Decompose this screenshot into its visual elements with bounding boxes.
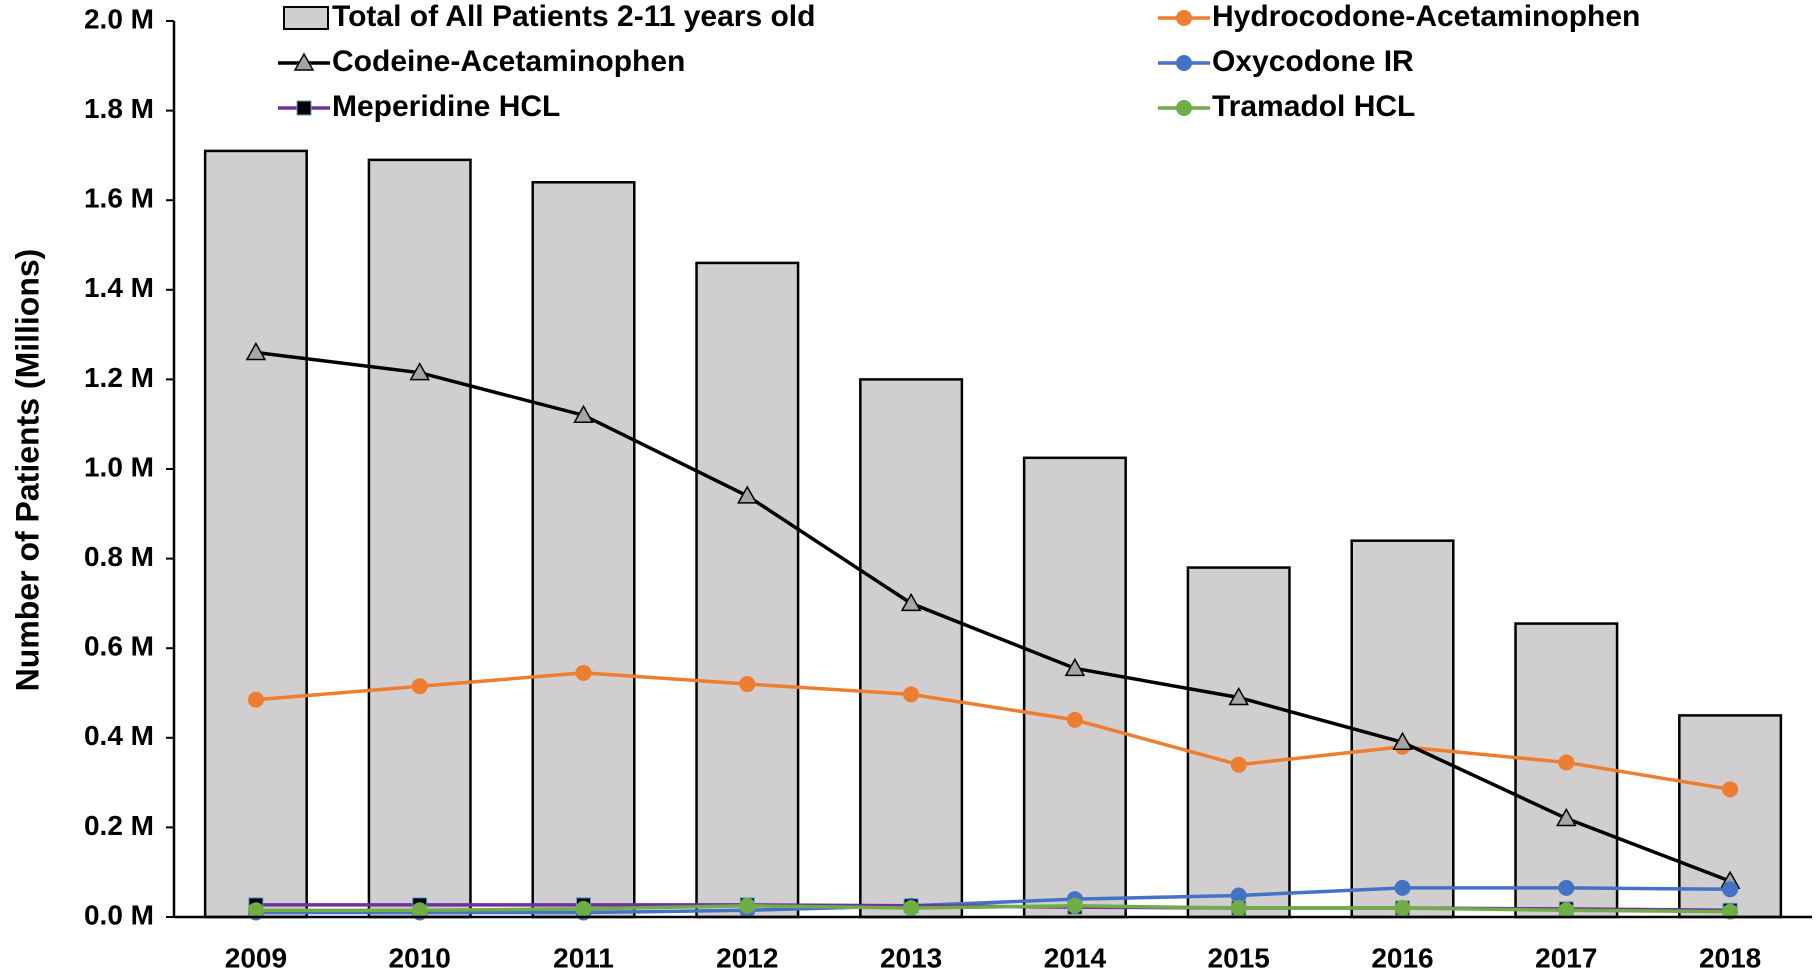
point: [737, 485, 758, 504]
point: [1558, 754, 1575, 771]
bar: [1186, 566, 1291, 919]
point: [411, 678, 428, 695]
point: [1392, 731, 1413, 751]
point: [1230, 756, 1247, 773]
point: [247, 691, 264, 708]
point: [903, 900, 920, 917]
x-tick-label: 2012: [716, 942, 778, 973]
y-tick-label: 0.4 M: [84, 720, 154, 751]
y-tick-label: 0.0 M: [84, 899, 154, 930]
point: [575, 664, 592, 681]
legend-marker: [296, 100, 312, 116]
point: [903, 686, 920, 703]
line: [255, 886, 1731, 915]
bar: [695, 261, 800, 919]
x-tick-label: 2013: [880, 942, 942, 973]
x-tick-label: 2009: [225, 942, 287, 973]
point: [1066, 897, 1083, 914]
point: [1230, 887, 1247, 904]
point: [900, 592, 922, 612]
line: [255, 904, 1731, 914]
point: [409, 362, 430, 381]
point: [411, 902, 428, 919]
y-tick-label: 1.6 M: [84, 183, 154, 214]
bar: [859, 378, 964, 919]
legend-marker: [1176, 100, 1192, 116]
y-axis-label: Number of Patients (Millions): [9, 249, 45, 692]
x-tick-label: 2015: [1208, 942, 1270, 973]
legend-marker: [1176, 10, 1192, 26]
x-tick-label: 2017: [1535, 942, 1597, 973]
point: [1722, 903, 1739, 920]
legend-label: Hydrocodone-Acetaminophen: [1212, 0, 1640, 33]
legend-label: Codeine-Acetaminophen: [332, 45, 685, 78]
legend-marker: [293, 52, 315, 71]
point: [573, 404, 594, 423]
point: [1066, 711, 1083, 728]
point: [245, 341, 267, 361]
bar: [367, 158, 472, 919]
legend-marker: [1176, 55, 1192, 71]
bar: [1350, 539, 1455, 919]
y-tick-label: 1.4 M: [84, 272, 154, 303]
point: [1064, 657, 1086, 677]
y-tick-label: 0.8 M: [84, 541, 154, 572]
point: [739, 897, 756, 914]
x-tick-label: 2011: [553, 942, 614, 973]
y-tick-label: 0.6 M: [84, 631, 154, 662]
legend-swatch: [283, 6, 329, 30]
legend-label: Total of All Patients 2-11 years old: [332, 0, 815, 33]
legend-label: Meperidine HCL: [332, 90, 560, 123]
x-tick-label: 2010: [389, 942, 451, 973]
point: [1394, 900, 1411, 917]
point: [247, 902, 264, 919]
y-tick-label: 1.2 M: [84, 362, 154, 393]
y-tick-label: 1.0 M: [84, 451, 154, 482]
bar: [203, 149, 308, 919]
x-tick-label: 2016: [1371, 942, 1433, 973]
point: [1394, 879, 1411, 896]
bar: [1022, 456, 1127, 919]
point: [1228, 686, 1249, 706]
legend-label: Tramadol HCL: [1212, 90, 1415, 123]
point: [1558, 902, 1575, 919]
line: [255, 671, 1731, 792]
legend-label: Oxycodone IR: [1212, 45, 1414, 78]
point: [1556, 807, 1577, 827]
y-tick-label: 0.2 M: [84, 810, 154, 841]
x-tick-label: 2018: [1699, 942, 1761, 973]
point: [575, 900, 592, 917]
y-tick-label: 2.0 M: [84, 3, 154, 34]
point: [739, 676, 756, 693]
line: [255, 350, 1731, 883]
bar: [531, 181, 636, 919]
point: [1558, 879, 1575, 896]
point: [1230, 900, 1247, 917]
point: [1722, 881, 1739, 898]
x-tick-label: 2014: [1044, 942, 1107, 973]
point: [1722, 781, 1739, 798]
y-tick-label: 1.8 M: [84, 93, 154, 124]
